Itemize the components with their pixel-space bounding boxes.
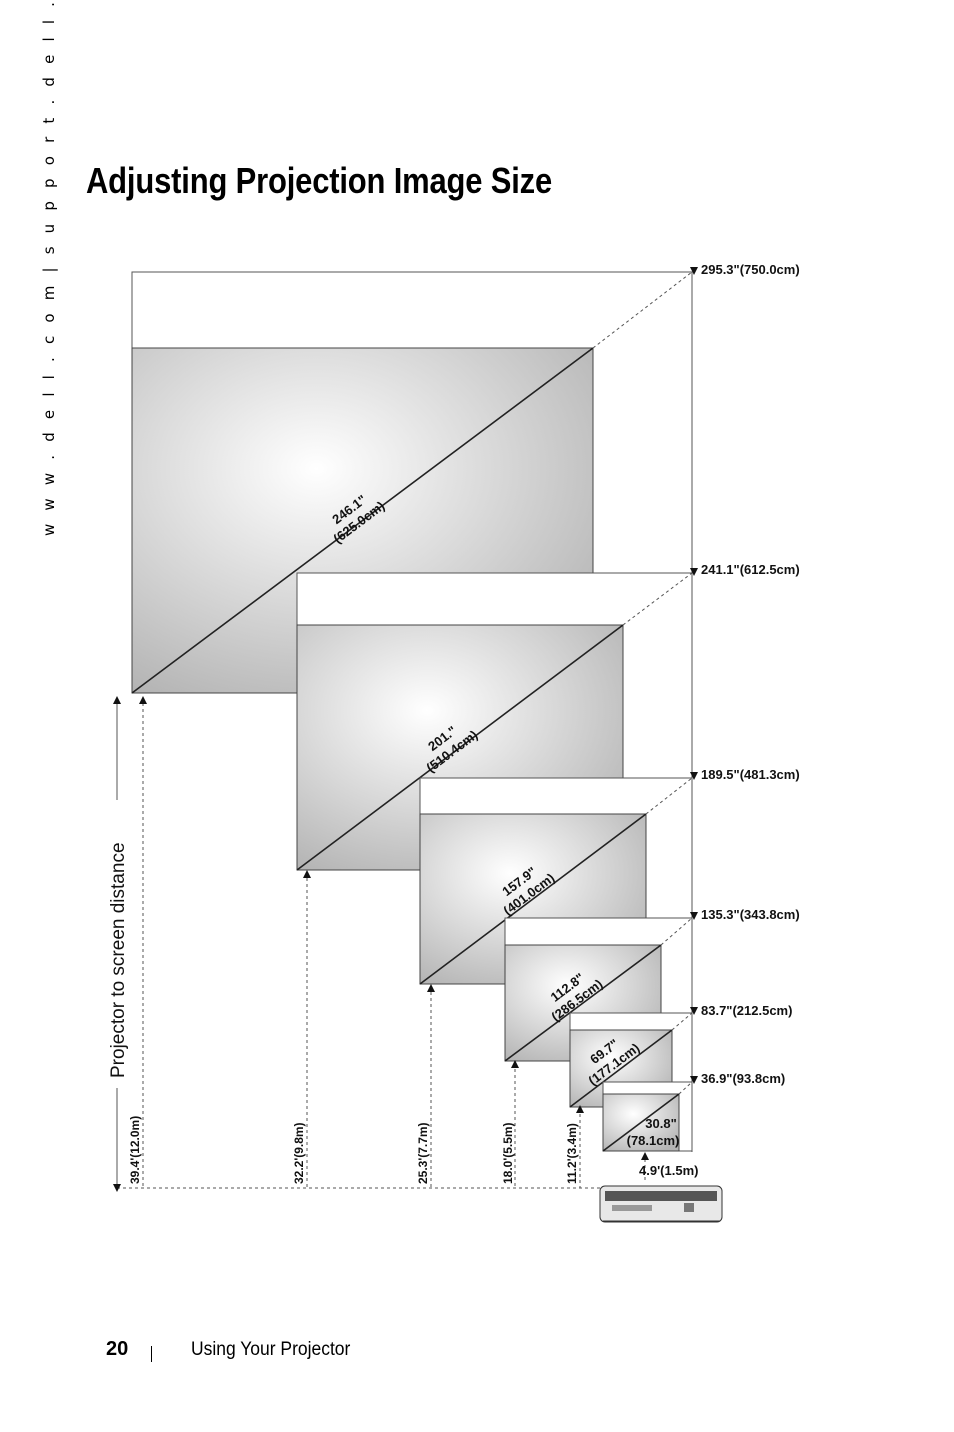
screen-6 — [602, 1081, 693, 1152]
height-arrows — [641, 267, 698, 1160]
distance-label-6: 4.9'(1.5m) — [639, 1163, 698, 1178]
height-label-1: 295.3"(750.0cm) — [701, 262, 800, 277]
footer-section-title: Using Your Projector — [191, 1339, 351, 1360]
height-label-3: 189.5"(481.3cm) — [701, 767, 800, 782]
height-label-2: 241.1"(612.5cm) — [701, 562, 800, 577]
diagonal-6-cm: (78.1cm) — [627, 1133, 680, 1148]
page-title: Adjusting Projection Image Size — [86, 160, 553, 201]
diagonal-6-inch: 30.8" — [645, 1116, 676, 1131]
footer-divider — [151, 1346, 152, 1362]
distance-lines — [116, 697, 645, 1189]
height-label-5: 83.7"(212.5cm) — [701, 1003, 792, 1018]
distance-arrows — [113, 696, 584, 1192]
page-number: 20 — [106, 1338, 129, 1360]
distance-label-3: 25.3'(7.7m) — [416, 1122, 430, 1184]
height-label-4: 135.3"(343.8cm) — [701, 907, 800, 922]
distance-label-2: 32.2'(9.8m) — [292, 1122, 306, 1184]
distance-axis-label: Projector to screen distance — [108, 842, 129, 1078]
distance-label-5: 11.2'(3.4m) — [565, 1123, 579, 1184]
height-label-6: 36.9"(93.8cm) — [701, 1071, 785, 1086]
distance-label-1: 39.4'(12.0m) — [128, 1116, 142, 1184]
projector-image — [599, 1185, 723, 1223]
distance-label-4: 18.0'(5.5m) — [501, 1122, 515, 1184]
